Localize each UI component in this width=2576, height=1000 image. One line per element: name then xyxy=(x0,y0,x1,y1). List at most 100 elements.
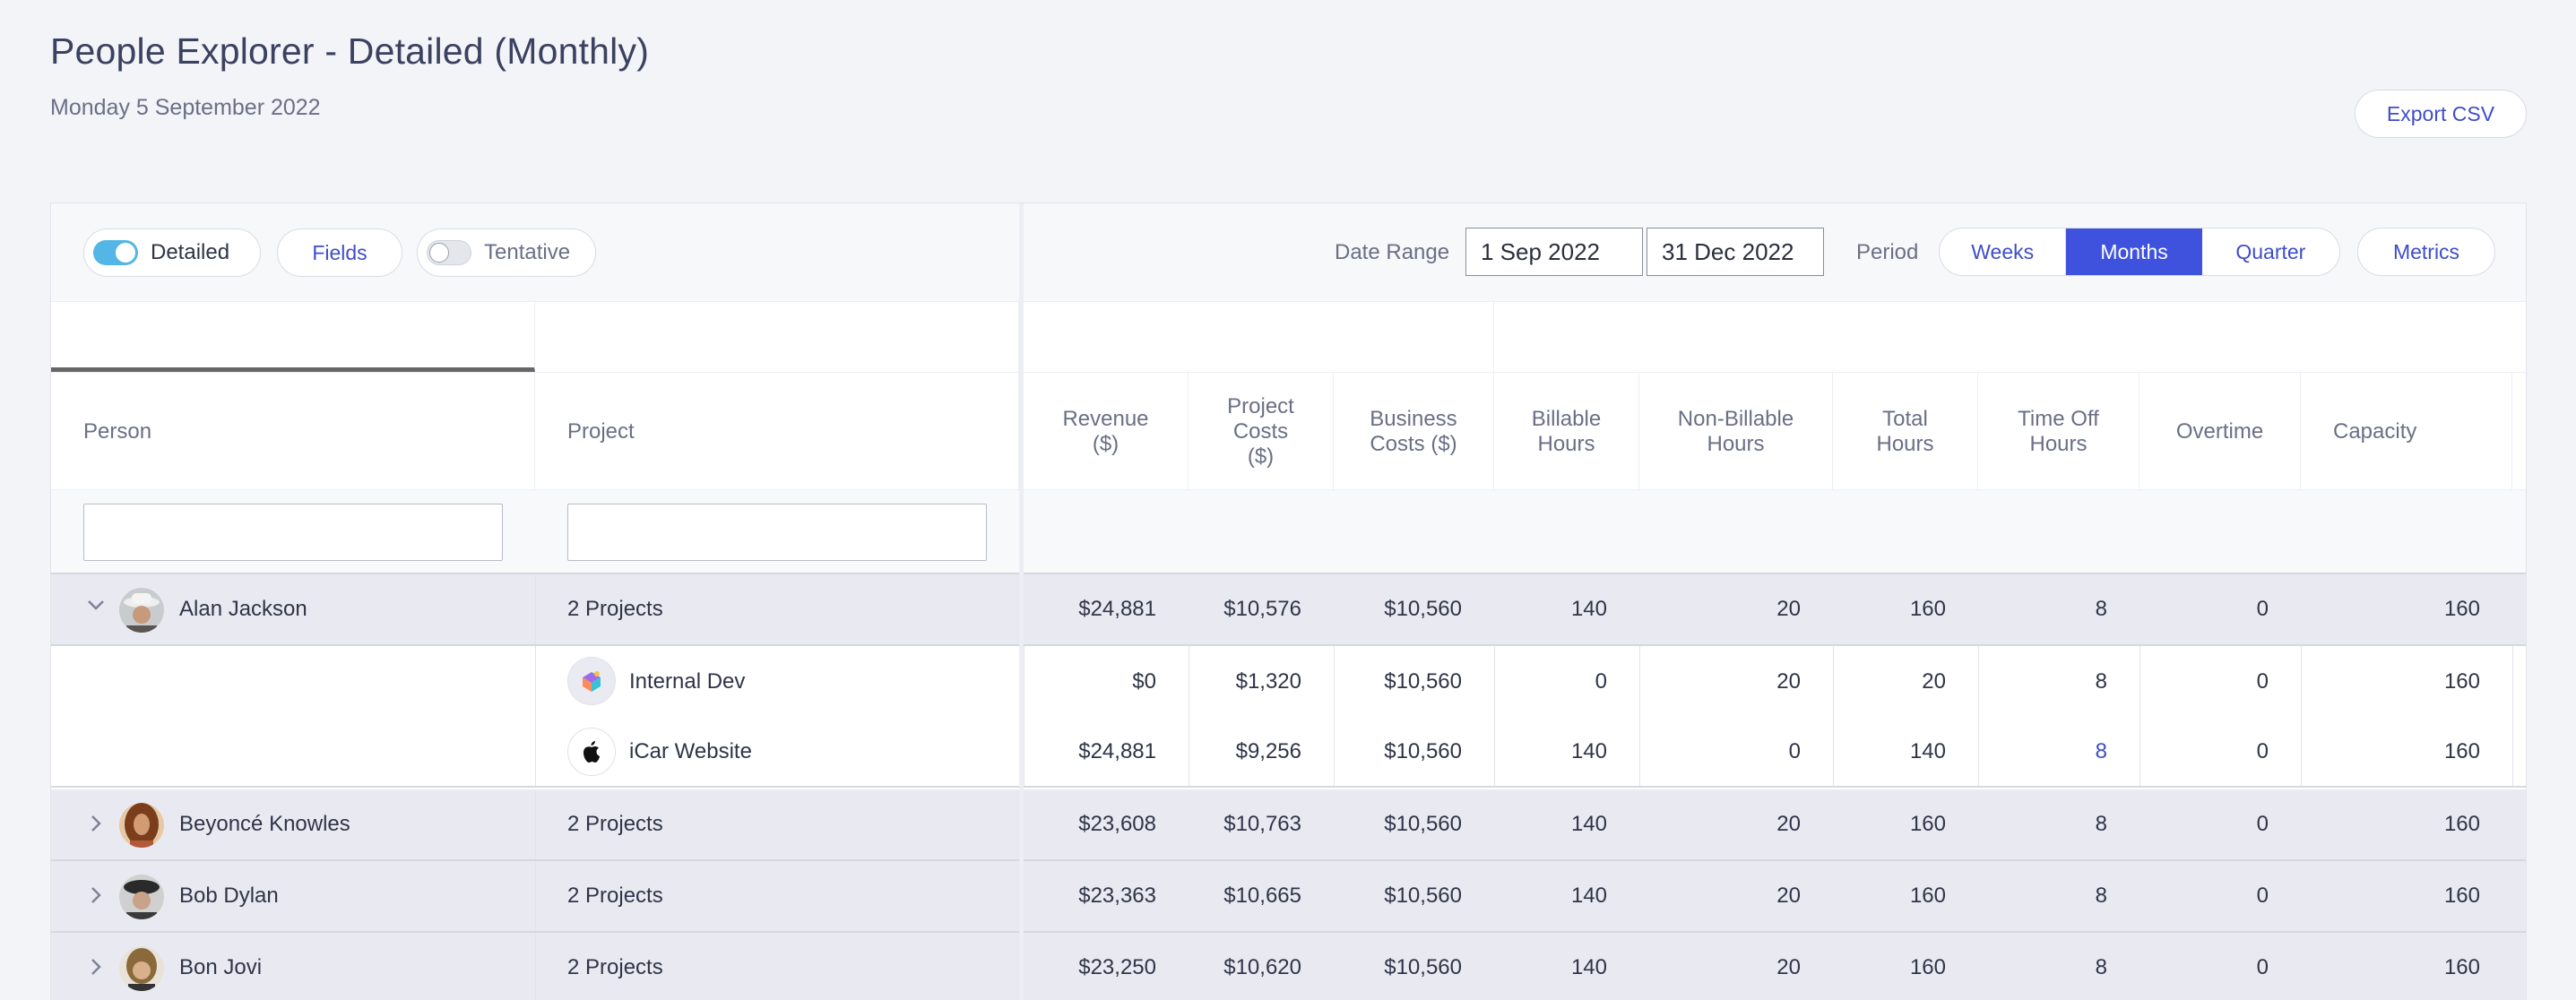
overtime-value: 0 xyxy=(2256,884,2269,908)
table-row-beyonce-knowles[interactable]: Beyoncé Knowles 2 Projects $23,608 $10,7… xyxy=(51,789,2526,861)
time-off-hours-link[interactable]: 8 xyxy=(2095,738,2107,763)
tentative-toggle[interactable]: Tentative xyxy=(417,228,596,277)
column-group-band-person xyxy=(51,302,535,372)
column-header-non-billable-hours[interactable]: Non-Billable Hours xyxy=(1639,373,1833,491)
column-header-time-off-hours[interactable]: Time Off Hours xyxy=(1978,373,2139,491)
time-off-hours-value: 8 xyxy=(2095,884,2107,908)
table-row-alan-jackson[interactable]: Alan Jackson 2 Projects $24,881 $10,576 … xyxy=(51,574,2526,646)
project-filter-input[interactable] xyxy=(567,504,987,561)
frozen-column-divider xyxy=(1019,203,1024,1000)
period-option-quarter[interactable]: Quarter xyxy=(2235,239,2306,263)
page-title: People Explorer - Detailed (Monthly) xyxy=(50,30,650,72)
project-costs-value: $1,320 xyxy=(1235,668,1301,694)
column-header-billable-hours[interactable]: Billable Hours xyxy=(1494,373,1639,491)
period-option-months[interactable]: Months xyxy=(2066,228,2202,275)
billable-hours-value: 0 xyxy=(1595,668,1607,694)
column-header-business-costs[interactable]: Business Costs ($) xyxy=(1334,373,1494,491)
avatar-bon-jovi xyxy=(119,946,164,991)
toggle-on-icon xyxy=(93,240,138,265)
project-name: Internal Dev xyxy=(629,668,746,694)
period-selector: Weeks Months Quarter xyxy=(1939,228,2340,276)
non-billable-hours-value: 20 xyxy=(1776,812,1801,836)
project-costs-value: $10,576 xyxy=(1223,597,1301,621)
metrics-button[interactable]: Metrics xyxy=(2357,228,2495,276)
date-range-label: Date Range xyxy=(1335,240,1450,264)
business-costs-value: $10,560 xyxy=(1384,884,1462,908)
revenue-value: $24,881 xyxy=(1078,738,1156,763)
people-explorer-panel: Detailed Fields Tentative Date Range 1 S… xyxy=(50,203,2527,1000)
table-row-icar-website[interactable]: iCar Website $24,881 $9,256 $10,560 140 … xyxy=(51,717,2526,788)
column-group-band-costs xyxy=(1024,302,1494,372)
end-date-input[interactable]: 31 Dec 2022 xyxy=(1647,228,1824,276)
period-label: Period xyxy=(1856,240,1919,264)
table-row-bob-dylan[interactable]: Bob Dylan 2 Projects $23,363 $10,665 $10… xyxy=(51,861,2526,933)
column-header-project-costs[interactable]: Project Costs ($) xyxy=(1189,373,1334,491)
business-costs-value: $10,560 xyxy=(1384,812,1462,836)
capacity-value: 160 xyxy=(2443,738,2480,763)
billable-hours-value: 140 xyxy=(1570,738,1607,763)
avatar-beyonce-knowles xyxy=(119,803,164,848)
project-costs-value: $10,763 xyxy=(1223,812,1301,836)
toolbar: Detailed Fields Tentative Date Range 1 S… xyxy=(51,203,2526,302)
billable-hours-value: 140 xyxy=(1570,597,1607,621)
business-costs-value: $10,560 xyxy=(1384,668,1462,694)
person-filter-input[interactable] xyxy=(83,504,503,561)
project-name: iCar Website xyxy=(629,738,752,763)
time-off-hours-value: 8 xyxy=(2095,597,2107,621)
billable-hours-value: 140 xyxy=(1570,812,1607,836)
table-row-internal-dev[interactable]: Internal Dev $0 $1,320 $10,560 0 20 20 8… xyxy=(51,646,2526,717)
project-costs-value: $10,620 xyxy=(1223,955,1301,979)
business-costs-value: $10,560 xyxy=(1384,738,1462,763)
person-name: Bon Jovi xyxy=(179,955,263,979)
apple-icon xyxy=(567,728,616,776)
business-costs-value: $10,560 xyxy=(1384,597,1462,621)
non-billable-hours-value: 20 xyxy=(1776,668,1801,694)
table-row-bon-jovi[interactable]: Bon Jovi 2 Projects $23,250 $10,620 $10,… xyxy=(51,933,2526,1000)
filter-row xyxy=(51,490,2526,574)
chevron-right-icon[interactable] xyxy=(85,956,107,984)
capacity-value: 160 xyxy=(2443,955,2480,979)
person-name: Bob Dylan xyxy=(179,884,279,908)
column-header-revenue[interactable]: Revenue ($) xyxy=(1024,373,1189,491)
person-name: Beyoncé Knowles xyxy=(179,812,350,836)
chevron-down-icon[interactable] xyxy=(85,594,107,622)
overtime-value: 0 xyxy=(2256,812,2269,836)
avatar-alan-jackson xyxy=(119,588,164,633)
revenue-value: $23,250 xyxy=(1078,955,1156,979)
export-csv-button[interactable]: Export CSV xyxy=(2355,90,2527,138)
detailed-label: Detailed xyxy=(151,240,230,264)
capacity-value: 160 xyxy=(2443,597,2480,621)
total-hours-value: 160 xyxy=(1909,812,1946,836)
tentative-label: Tentative xyxy=(484,240,571,264)
table-header: Person Project Revenue ($) Project Costs… xyxy=(51,372,2526,491)
project-costs-value: $10,665 xyxy=(1223,884,1301,908)
total-hours-value: 160 xyxy=(1909,884,1946,908)
column-header-overtime[interactable]: Overtime xyxy=(2139,373,2301,491)
non-billable-hours-value: 0 xyxy=(1788,738,1801,763)
business-costs-value: $10,560 xyxy=(1384,955,1462,979)
column-header-person[interactable]: Person xyxy=(51,373,535,491)
column-header-total-hours[interactable]: Total Hours xyxy=(1833,373,1978,491)
capacity-value: 160 xyxy=(2443,812,2480,836)
projects-count: 2 Projects xyxy=(567,597,663,621)
period-option-weeks[interactable]: Weeks xyxy=(1940,228,2067,275)
total-hours-value: 20 xyxy=(1922,668,1946,694)
fields-button[interactable]: Fields xyxy=(277,228,402,277)
detailed-toggle[interactable]: Detailed xyxy=(83,228,261,277)
billable-hours-value: 140 xyxy=(1570,955,1607,979)
column-header-project[interactable]: Project xyxy=(535,373,1019,491)
capacity-value: 160 xyxy=(2443,884,2480,908)
overtime-value: 0 xyxy=(2256,597,2269,621)
column-header-capacity[interactable]: Capacity xyxy=(2301,373,2512,491)
project-costs-value: $9,256 xyxy=(1235,738,1301,763)
overtime-value: 0 xyxy=(2256,668,2269,694)
overtime-value: 0 xyxy=(2256,738,2269,763)
projects-count: 2 Projects xyxy=(567,955,663,979)
revenue-value: $24,881 xyxy=(1078,597,1156,621)
chevron-right-icon[interactable] xyxy=(85,884,107,912)
revenue-value: $23,363 xyxy=(1078,884,1156,908)
chevron-right-icon[interactable] xyxy=(85,813,107,841)
column-group-band-project xyxy=(535,302,1019,372)
start-date-input[interactable]: 1 Sep 2022 xyxy=(1465,228,1643,276)
total-hours-value: 160 xyxy=(1909,597,1946,621)
